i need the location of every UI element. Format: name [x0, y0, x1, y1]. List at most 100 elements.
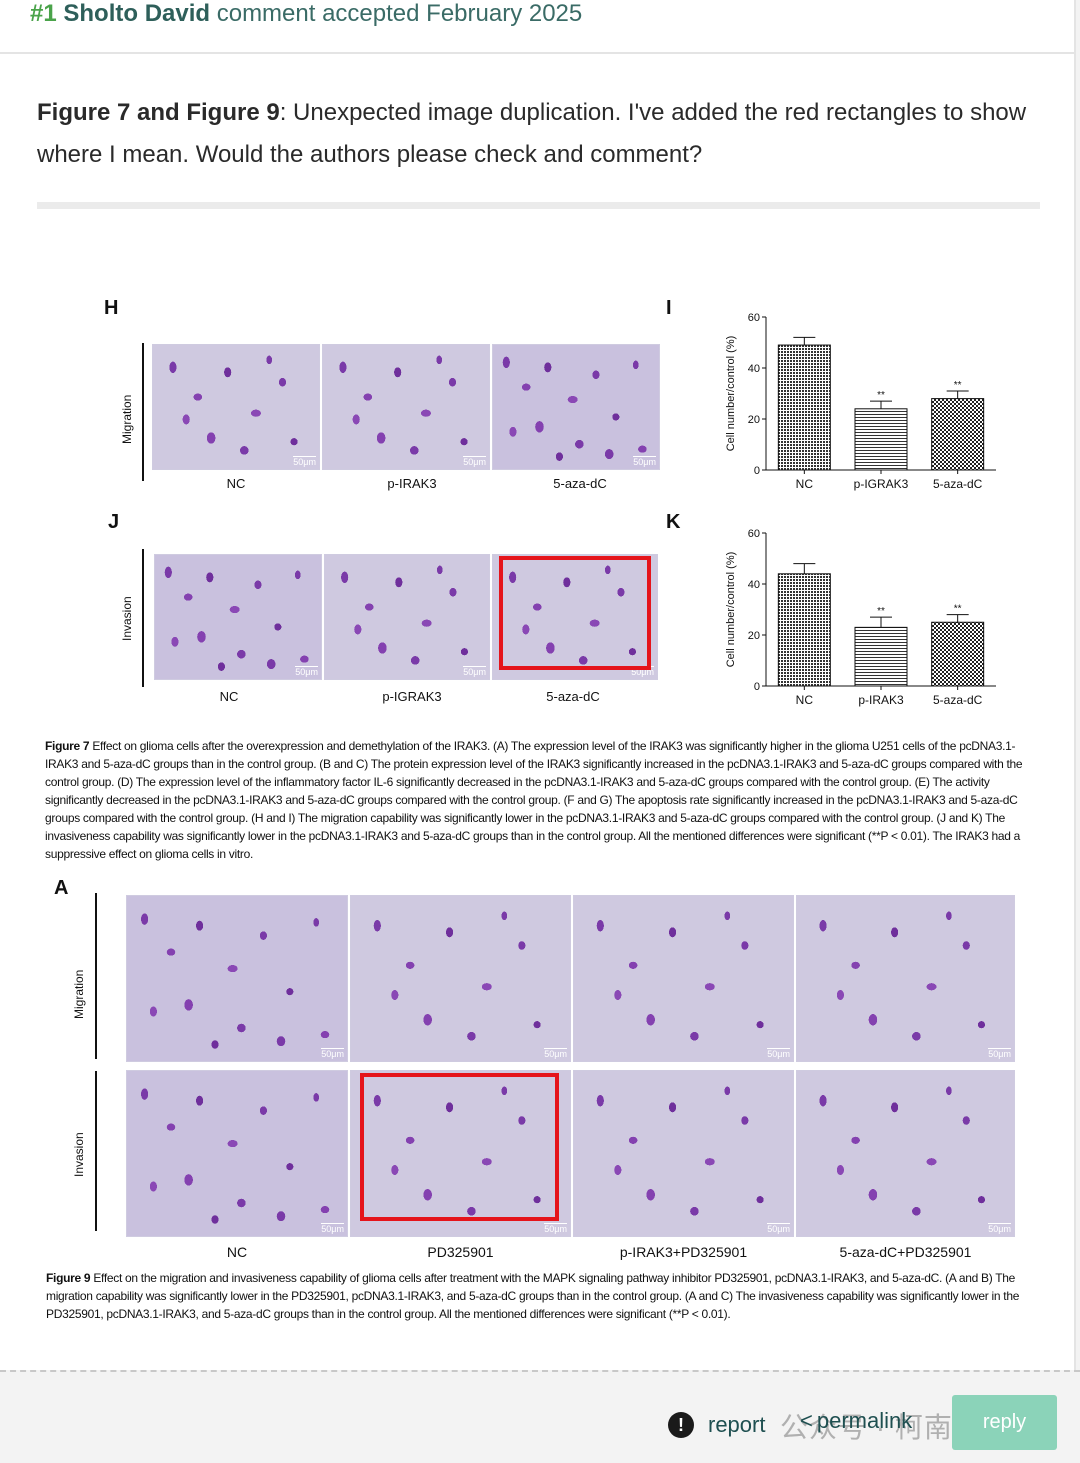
comment-status: comment accepted February 2025: [216, 0, 583, 27]
label-J-5-aza-dc: 5-aza-dC: [546, 689, 600, 704]
comment-divider: [37, 202, 1040, 209]
significance-label: **: [877, 390, 885, 401]
y-tick-label: 20: [748, 630, 760, 642]
bar: [777, 344, 831, 471]
scale-bar: 50μm: [767, 1048, 790, 1059]
bar-chart-I: 0 20 40 60 Cell number/control (%) NC ** p-IGRA…: [725, 312, 996, 491]
scale-bar: 50μm: [767, 1223, 790, 1234]
scale-bar: 50μm: [293, 456, 316, 467]
micrograph-J-nc: 50μm: [154, 554, 322, 680]
scale-bar: 50μm: [988, 1048, 1011, 1059]
scale-bar: 50μm: [463, 666, 486, 677]
figure7-caption: Figure 7 Effect on glioma cells after th…: [45, 737, 1025, 863]
scale-bar: 50μm: [544, 1048, 567, 1059]
micrograph-A-invasion-nc: 50μm: [126, 1070, 348, 1237]
panel-letter-K: K: [666, 511, 681, 533]
micrograph-A-invasion-5-aza-dc: 50μm: [796, 1070, 1015, 1237]
scale-bar: 50μm: [321, 1048, 344, 1059]
scale-bar: 50μm: [988, 1223, 1011, 1234]
y-tick-label: 60: [748, 528, 760, 540]
significance-label: **: [954, 380, 962, 391]
bar-chart-K: 0 20 40 60 Cell number/control (%) NC ** p-IRAK…: [725, 528, 996, 707]
panel-letter-I: I: [666, 297, 672, 319]
figure7-caption-text: Effect on glioma cells after the overexp…: [45, 739, 1023, 861]
label-A-p-irak3-pd325901: p-IRAK3+PD325901: [619, 1244, 748, 1260]
comment-card: Figure 7 and Figure 9: Unexpected image …: [0, 54, 1076, 1370]
fig9-migration-bracket: [95, 893, 97, 1059]
panel-letter-H: H: [104, 297, 119, 319]
fig9-invasion-row-label: Invasion: [72, 1132, 86, 1177]
bar: [931, 398, 985, 471]
scale-bar: 50μm: [463, 456, 486, 467]
migration-bracket: [142, 343, 144, 481]
x-tick-label: p-IGRAK3: [854, 477, 909, 491]
y-axis-label: Cell number/control (%): [725, 336, 737, 452]
scale-bar: 50μm: [295, 666, 318, 677]
micrograph-A-migration-nc: 50μm: [126, 895, 348, 1062]
comment-header-line: #1 Sholto David comment accepted Februar…: [30, 0, 582, 28]
comment-body: Figure 7 and Figure 9: Unexpected image …: [37, 92, 1037, 176]
panel-letter-A: A: [54, 877, 69, 899]
permalink-link[interactable]: < permalink: [800, 1408, 912, 1434]
label-A-5-aza-dc-pd325901: 5-aza-dC+PD325901: [839, 1244, 972, 1260]
scale-bar: 50μm: [544, 1223, 567, 1234]
bar: [854, 626, 908, 687]
micrograph-A-invasion-pd325901: 50μm: [350, 1070, 571, 1237]
bar: [931, 621, 985, 687]
y-tick-label: 60: [748, 312, 760, 324]
comment-number[interactable]: #1: [30, 0, 57, 27]
attached-figure[interactable]: H I J K Migration Invasion 50μm 50μm 50μ…: [40, 229, 1040, 1321]
y-axis-label: Cell number/control (%): [725, 552, 737, 668]
micrograph-H-nc: 50μm: [152, 344, 320, 470]
bar: [854, 408, 908, 471]
report-label: report: [708, 1412, 766, 1437]
panel-letter-J: J: [108, 511, 120, 533]
micrograph-A-migration-5-aza-dc: 50μm: [796, 895, 1015, 1062]
label-H-nc: NC: [226, 476, 246, 491]
x-tick-label: NC: [796, 693, 814, 707]
x-tick-label: 5-aza-dC: [933, 477, 983, 491]
comment-figure-ref: Figure 7 and Figure 9: [37, 99, 280, 126]
label-J-p-igrak3: p-IGRAK3: [382, 689, 442, 704]
label-H-5-aza-dc: 5-aza-dC: [553, 476, 607, 491]
micrograph-A-migration-p-irak3: 50μm: [573, 895, 794, 1062]
label-A-nc: NC: [226, 1244, 248, 1260]
scale-bar: 50μm: [633, 456, 656, 467]
x-tick-label: 5-aza-dC: [933, 693, 983, 707]
comment-header: #1 Sholto David comment accepted Februar…: [0, 0, 1076, 54]
bar: [777, 573, 831, 687]
label-J-nc: NC: [219, 689, 239, 704]
figure9-caption-title: Figure 9: [46, 1271, 91, 1285]
figure9-caption: Figure 9 Effect on the migration and inv…: [46, 1269, 1026, 1323]
figure9-caption-text: Effect on the migration and invasiveness…: [46, 1271, 1020, 1321]
y-tick-label: 0: [754, 681, 760, 693]
comment-text: : Unexpected image duplication. I've add…: [37, 99, 1027, 168]
micrograph-H-p-irak3: 50μm: [322, 344, 490, 470]
duplication-highlight-fig7: [499, 556, 651, 670]
label-A-pd325901: PD325901: [427, 1244, 494, 1260]
significance-label: **: [954, 604, 962, 615]
comment-author[interactable]: Sholto David: [63, 0, 211, 27]
report-link[interactable]: ! report: [668, 1412, 765, 1438]
micrograph-J-5-aza-dc: 50μm: [492, 554, 658, 680]
permalink-label: permalink: [816, 1408, 913, 1433]
reply-button[interactable]: reply: [952, 1395, 1057, 1450]
label-H-p-irak3: p-IRAK3: [387, 476, 437, 491]
y-tick-label: 0: [754, 465, 760, 477]
micrograph-H-5-aza-dc: 50μm: [492, 344, 660, 470]
invasion-row-label: Invasion: [120, 596, 134, 641]
fig9-migration-row-label: Migration: [72, 969, 86, 1019]
fig9-invasion-bracket: [95, 1071, 97, 1231]
comment-footer: 公众号 · 柯南科研 ! report < permalink reply: [0, 1370, 1080, 1463]
share-icon: <: [800, 1408, 813, 1433]
x-tick-label: p-IRAK3: [858, 693, 904, 707]
significance-label: **: [877, 606, 885, 617]
micrograph-A-migration-pd325901: 50μm: [350, 895, 571, 1062]
x-tick-label: NC: [796, 477, 814, 491]
scale-bar: 50μm: [321, 1223, 344, 1234]
alert-icon: !: [668, 1412, 694, 1438]
duplication-highlight-fig9: [360, 1073, 559, 1221]
micrograph-J-p-igrak3: 50μm: [324, 554, 490, 680]
micrograph-A-invasion-p-irak3: 50μm: [573, 1070, 794, 1237]
invasion-bracket: [142, 549, 144, 687]
